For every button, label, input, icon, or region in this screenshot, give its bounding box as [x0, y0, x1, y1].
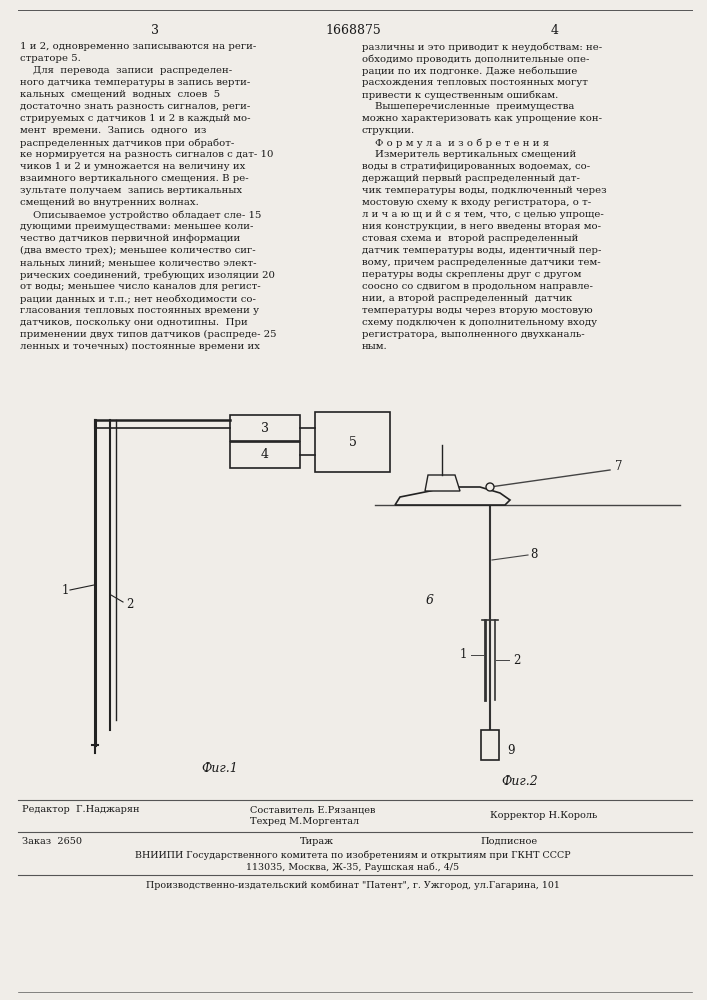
- Text: 2: 2: [127, 598, 134, 611]
- Polygon shape: [425, 475, 460, 491]
- Text: стовая схема и  второй распределенный: стовая схема и второй распределенный: [362, 234, 578, 243]
- Text: обходимо проводить дополнительные опе-: обходимо проводить дополнительные опе-: [362, 54, 590, 64]
- Text: регистратора, выполненного двухканаль-: регистратора, выполненного двухканаль-: [362, 330, 585, 339]
- Text: 1: 1: [62, 584, 69, 596]
- Text: струкции.: струкции.: [362, 126, 415, 135]
- Text: датчиков, поскольку они однотипны.  При: датчиков, поскольку они однотипны. При: [20, 318, 247, 327]
- Text: 4: 4: [261, 448, 269, 462]
- Text: 8: 8: [530, 548, 537, 562]
- Text: ния конструкции, в него введены вторая мо-: ния конструкции, в него введены вторая м…: [362, 222, 601, 231]
- Text: мент  времени.  Запись  одного  из: мент времени. Запись одного из: [20, 126, 206, 135]
- Text: соосно со сдвигом в продольном направле-: соосно со сдвигом в продольном направле-: [362, 282, 593, 291]
- Text: 1 и 2, одновременно записываются на реги-: 1 и 2, одновременно записываются на реги…: [20, 42, 256, 51]
- Text: ным.: ным.: [362, 342, 387, 351]
- Text: схему подключен к дополнительному входу: схему подключен к дополнительному входу: [362, 318, 597, 327]
- Text: Корректор Н.Король: Корректор Н.Король: [490, 811, 597, 820]
- Text: чик температуры воды, подключенный через: чик температуры воды, подключенный через: [362, 186, 607, 195]
- Text: применении двух типов датчиков (распреде- 25: применении двух типов датчиков (распреде…: [20, 330, 276, 339]
- Text: от воды; меньшее число каналов для регист-: от воды; меньшее число каналов для регис…: [20, 282, 261, 291]
- Text: ленных и точечных) постоянные времени их: ленных и точечных) постоянные времени их: [20, 342, 260, 351]
- Text: распределенных датчиков при обработ-: распределенных датчиков при обработ-: [20, 138, 234, 147]
- Text: (два вместо трех); меньшее количество сиг-: (два вместо трех); меньшее количество си…: [20, 246, 256, 255]
- Text: л и ч а ю щ и й с я тем, что, с целью упроще-: л и ч а ю щ и й с я тем, что, с целью уп…: [362, 210, 604, 219]
- Text: рических соединений, требующих изоляции 20: рических соединений, требующих изоляции …: [20, 270, 275, 279]
- Text: зультате получаем  запись вертикальных: зультате получаем запись вертикальных: [20, 186, 242, 195]
- Text: Техред М.Моргентал: Техред М.Моргентал: [250, 817, 359, 826]
- Text: страторе 5.: страторе 5.: [20, 54, 81, 63]
- Text: достаточно знать разность сигналов, реги-: достаточно знать разность сигналов, реги…: [20, 102, 250, 111]
- Text: 3: 3: [261, 422, 269, 434]
- Text: Составитель Е.Рязанцев: Составитель Е.Рязанцев: [250, 805, 375, 814]
- Text: Подписное: Подписное: [480, 837, 537, 846]
- Text: 9: 9: [507, 744, 515, 756]
- Text: различны и это приводит к неудобствам: не-: различны и это приводит к неудобствам: н…: [362, 42, 602, 51]
- Text: Описываемое устройство обладает сле- 15: Описываемое устройство обладает сле- 15: [20, 210, 262, 220]
- Text: воды в стратифицированных водоемах, со-: воды в стратифицированных водоемах, со-: [362, 162, 590, 171]
- Text: держащий первый распределенный дат-: держащий первый распределенный дат-: [362, 174, 580, 183]
- Text: Измеритель вертикальных смещений: Измеритель вертикальных смещений: [362, 150, 576, 159]
- Text: стрируемых с датчиков 1 и 2 в каждый мо-: стрируемых с датчиков 1 и 2 в каждый мо-: [20, 114, 250, 123]
- Text: пературы воды скреплены друг с другом: пературы воды скреплены друг с другом: [362, 270, 581, 279]
- Text: Для  перевода  записи  распределен-: Для перевода записи распределен-: [20, 66, 232, 75]
- Text: привести к существенным ошибкам.: привести к существенным ошибкам.: [362, 90, 559, 100]
- Text: ке нормируется на разность сигналов с дат- 10: ке нормируется на разность сигналов с да…: [20, 150, 274, 159]
- Text: чество датчиков первичной информации: чество датчиков первичной информации: [20, 234, 240, 243]
- Text: 4: 4: [551, 24, 559, 37]
- Text: нальных линий; меньшее количество элект-: нальных линий; меньшее количество элект-: [20, 258, 257, 267]
- Text: 7: 7: [615, 460, 622, 474]
- Text: 5: 5: [349, 436, 356, 448]
- Text: Фиг.2: Фиг.2: [502, 775, 538, 788]
- Text: ВНИИПИ Государственного комитета по изобретениям и открытиям при ГКНТ СССР: ВНИИПИ Государственного комитета по изоб…: [135, 850, 571, 859]
- Bar: [315, 412, 390, 472]
- Text: кальных  смещений  водных  слоев  5: кальных смещений водных слоев 5: [20, 90, 220, 99]
- Text: дующими преимуществами: меньшее коли-: дующими преимуществами: меньшее коли-: [20, 222, 253, 231]
- Text: 2: 2: [513, 654, 520, 666]
- Text: вому, причем распределенные датчики тем-: вому, причем распределенные датчики тем-: [362, 258, 601, 267]
- Text: взаимного вертикального смещения. В ре-: взаимного вертикального смещения. В ре-: [20, 174, 249, 183]
- Text: Тираж: Тираж: [300, 837, 334, 846]
- Text: Вышеперечисленные  преимущества: Вышеперечисленные преимущества: [362, 102, 574, 111]
- Text: Редактор  Г.Наджарян: Редактор Г.Наджарян: [22, 805, 139, 814]
- Bar: [481, 730, 499, 760]
- Text: чиков 1 и 2 и умножается на величину их: чиков 1 и 2 и умножается на величину их: [20, 162, 245, 171]
- Text: датчик температуры воды, идентичный пер-: датчик температуры воды, идентичный пер-: [362, 246, 602, 255]
- Text: Производственно-издательский комбинат "Патент", г. Ужгород, ул.Гагарина, 101: Производственно-издательский комбинат "П…: [146, 880, 560, 890]
- Text: можно характеризовать как упрощение кон-: можно характеризовать как упрощение кон-: [362, 114, 602, 123]
- Text: смещений во внутренних волнах.: смещений во внутренних волнах.: [20, 198, 199, 207]
- Circle shape: [486, 483, 494, 491]
- Text: расхождения тепловых постоянных могут: расхождения тепловых постоянных могут: [362, 78, 588, 87]
- Text: Заказ  2650: Заказ 2650: [22, 837, 82, 846]
- Text: гласования тепловых постоянных времени у: гласования тепловых постоянных времени у: [20, 306, 259, 315]
- Text: нии, а второй распределенный  датчик: нии, а второй распределенный датчик: [362, 294, 572, 303]
- Text: рации по их подгонке. Даже небольшие: рации по их подгонке. Даже небольшие: [362, 66, 578, 76]
- Text: 113035, Москва, Ж-35, Раушская наб., 4/5: 113035, Москва, Ж-35, Раушская наб., 4/5: [247, 862, 460, 871]
- Text: Фиг.1: Фиг.1: [201, 762, 238, 775]
- Polygon shape: [395, 487, 510, 505]
- Text: 3: 3: [151, 24, 159, 37]
- Text: мостовую схему к входу регистратора, о т-: мостовую схему к входу регистратора, о т…: [362, 198, 591, 207]
- Text: ного датчика температуры в запись верти-: ного датчика температуры в запись верти-: [20, 78, 250, 87]
- Text: температуры воды через вторую мостовую: температуры воды через вторую мостовую: [362, 306, 592, 315]
- Text: 1: 1: [460, 648, 467, 662]
- Bar: [230, 415, 300, 441]
- Text: Ф о р м у л а  и з о б р е т е н и я: Ф о р м у л а и з о б р е т е н и я: [362, 138, 549, 147]
- Text: 6: 6: [426, 593, 434, 606]
- Text: 1668875: 1668875: [325, 24, 381, 37]
- Text: рации данных и т.п.; нет необходимости со-: рации данных и т.п.; нет необходимости с…: [20, 294, 256, 304]
- Bar: [230, 442, 300, 468]
